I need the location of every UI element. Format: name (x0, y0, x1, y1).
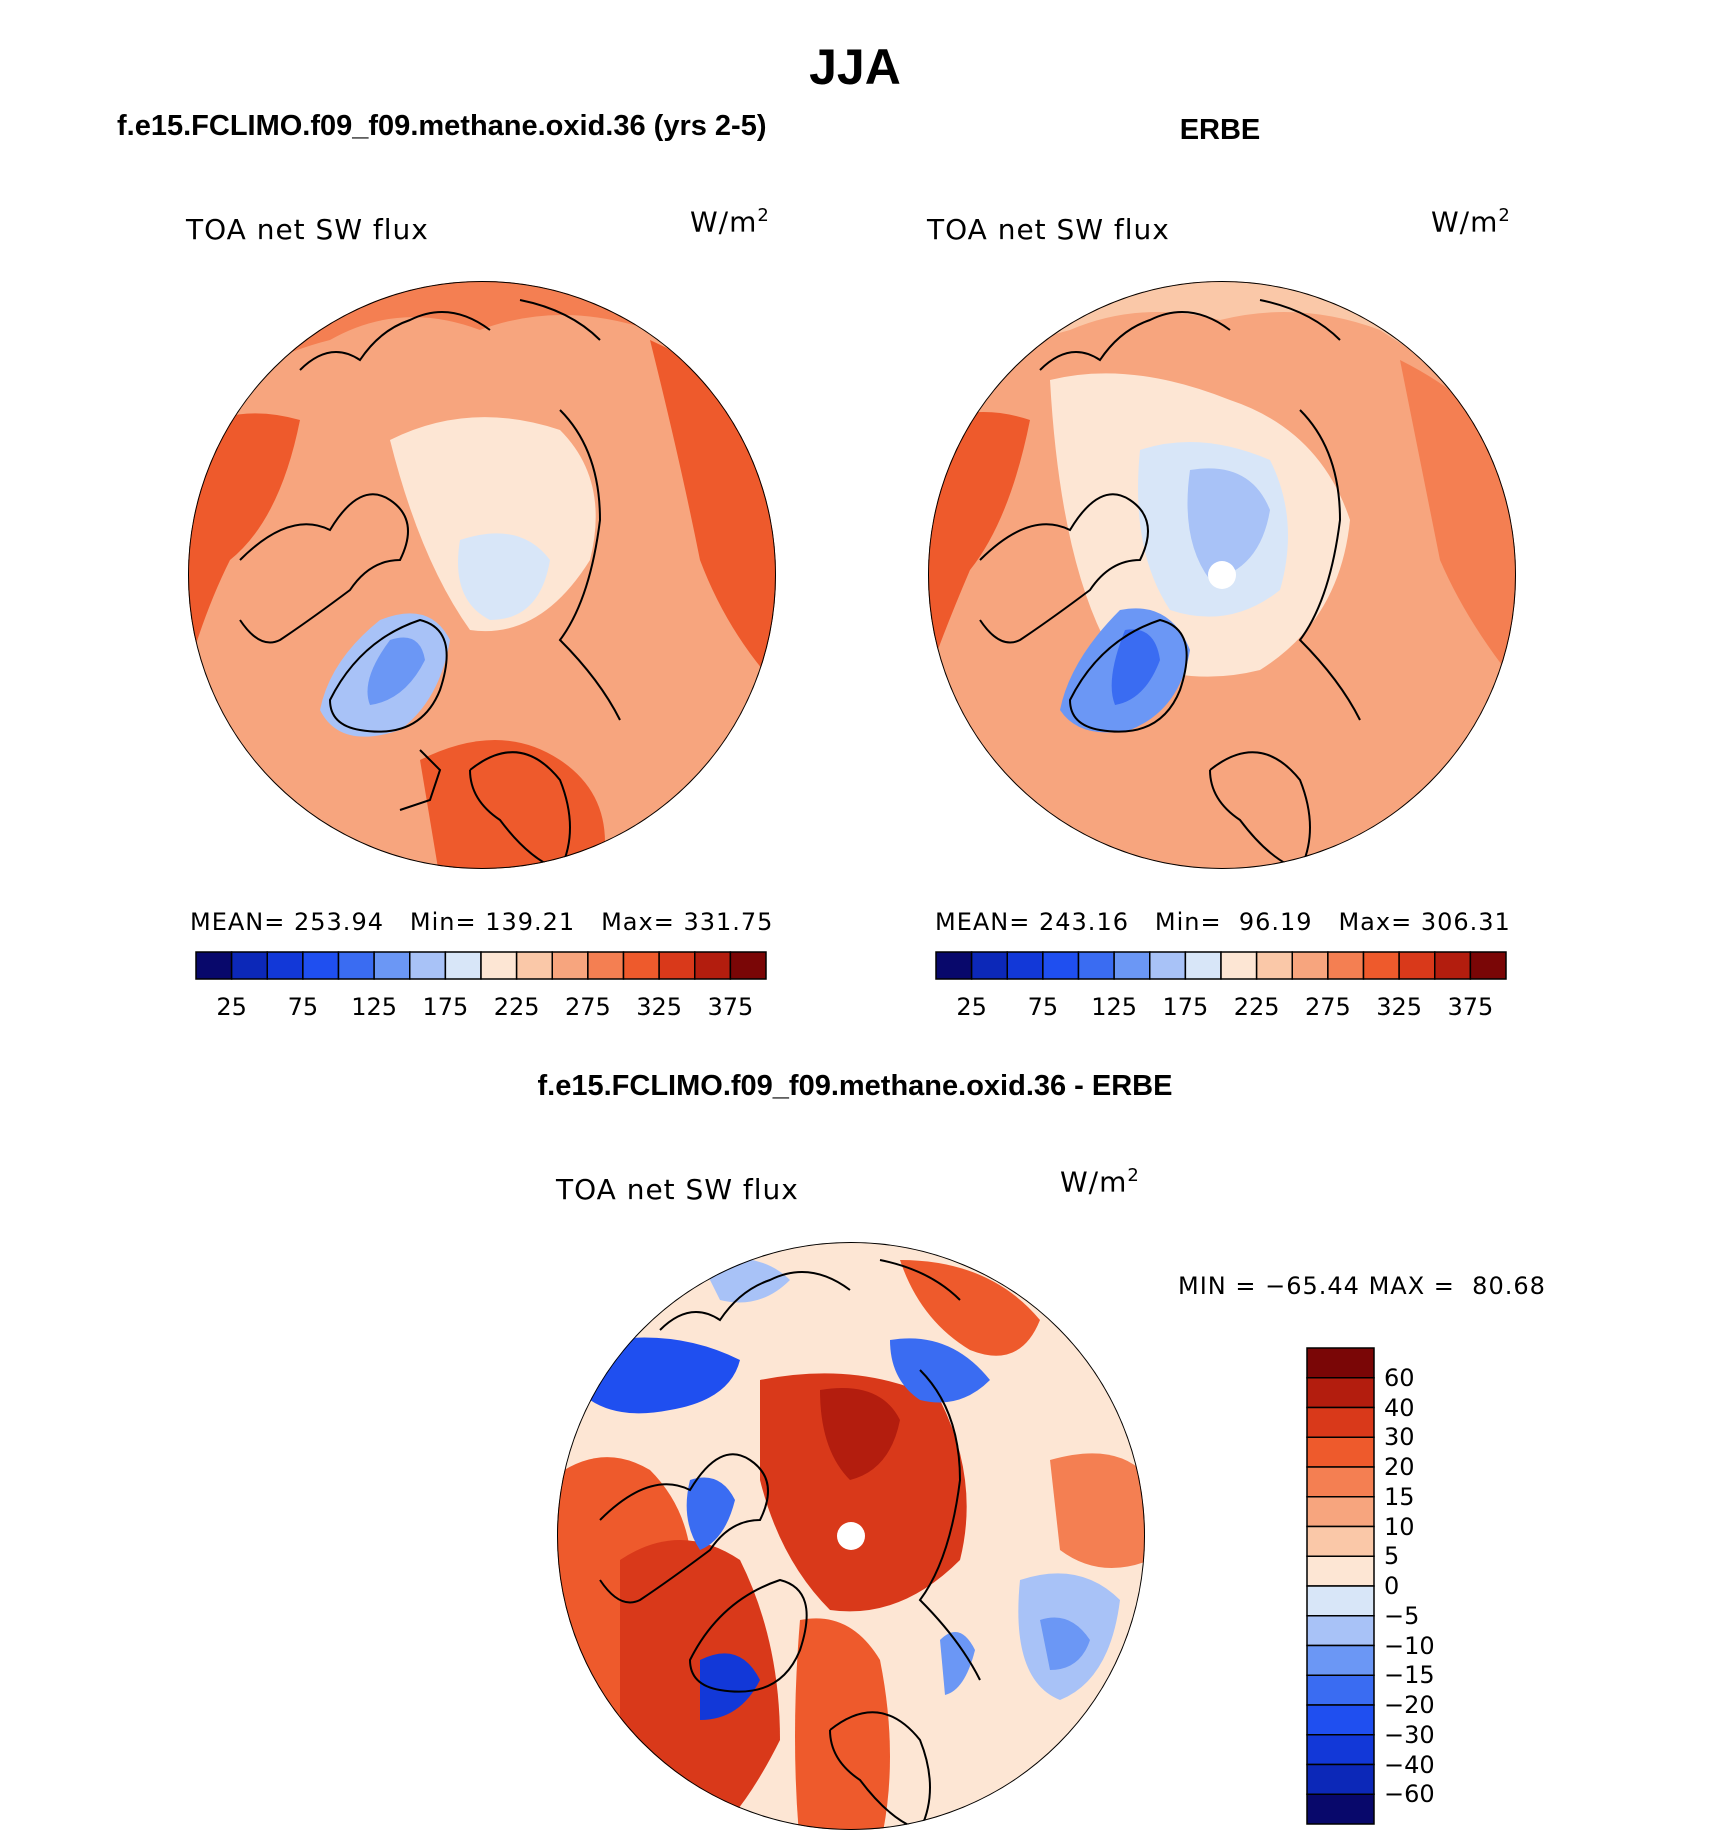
model-colorbar (195, 951, 767, 980)
diff-colorbar-swatch (1306, 1585, 1375, 1617)
diff-colorbar (1306, 1347, 1375, 1825)
model-colorbar-swatch (480, 951, 518, 980)
obs-colorbar-swatch (1291, 951, 1329, 980)
diff-colorbar-swatch (1306, 1466, 1375, 1498)
obs-colorbar-swatch (1077, 951, 1115, 980)
diff-colorbar-tick-label: 10 (1384, 1512, 1415, 1541)
diff-map (557, 1242, 1145, 1830)
diff-colorbar-tick-label: 60 (1384, 1363, 1415, 1392)
diff-colorbar-swatch (1306, 1704, 1375, 1736)
diff-colorbar-tick-label: 20 (1384, 1453, 1415, 1481)
obs-colorbar-swatch (935, 951, 973, 980)
diff-colorbar-tick-label: 40 (1384, 1393, 1415, 1422)
diff-colorbar-swatch (1306, 1734, 1375, 1766)
diff-colorbar-tick-label: −40 (1384, 1750, 1435, 1779)
obs-colorbar-swatch (1113, 951, 1151, 980)
model-units-label: W/m2 (690, 205, 770, 239)
diff-colorbar-tick-label: 30 (1384, 1423, 1415, 1452)
obs-colorbar-swatch (1042, 951, 1080, 980)
diff-colorbar-swatch (1306, 1377, 1375, 1409)
obs-colorbar-tick-label: 325 (1376, 993, 1423, 1021)
model-colorbar-tick-label: 175 (422, 993, 469, 1021)
model-colorbar-swatch (373, 951, 411, 980)
model-colorbar-swatch (266, 951, 304, 980)
model-colorbar-tick-label: 325 (636, 993, 683, 1021)
diff-panel-title: f.e15.FCLIMO.f09_f09.methane.oxid.36 - E… (537, 1070, 1173, 1102)
obs-colorbar-tick-label: 75 (1027, 993, 1059, 1021)
model-colorbar-swatch (302, 951, 340, 980)
obs-colorbar-swatch (1362, 951, 1400, 980)
model-variable-label: TOA net SW flux (186, 213, 429, 246)
diff-colorbar-swatch (1306, 1615, 1375, 1647)
model-colorbar-tick-label: 275 (564, 993, 611, 1021)
obs-panel-title: ERBE (1179, 114, 1261, 146)
model-panel-title: f.e15.FCLIMO.f09_f09.methane.oxid.36 (yr… (117, 110, 767, 142)
diff-colorbar-tick-label: −30 (1384, 1720, 1435, 1749)
diff-variable-label: TOA net SW flux (556, 1173, 799, 1206)
obs-colorbar-tick-label: 375 (1447, 993, 1494, 1021)
model-colorbar-swatch (337, 951, 375, 980)
diff-colorbar-swatch (1306, 1555, 1375, 1587)
obs-colorbar-tick-label: 125 (1091, 993, 1138, 1021)
diff-colorbar-swatch (1306, 1436, 1375, 1468)
model-colorbar-swatch (658, 951, 696, 980)
obs-colorbar-swatch (1434, 951, 1472, 980)
diff-colorbar-swatch (1306, 1674, 1375, 1706)
model-colorbar-swatch (622, 951, 660, 980)
model-colorbar-swatch (409, 951, 447, 980)
diff-colorbar-tick-label: 0 (1384, 1572, 1400, 1600)
obs-colorbar-swatch (1469, 951, 1507, 980)
diff-colorbar-tick-label: −15 (1384, 1661, 1435, 1690)
diff-colorbar-tick-label: 5 (1384, 1542, 1400, 1571)
diff-colorbar-tick-label: −5 (1384, 1601, 1420, 1630)
diff-colorbar-tick-label: −10 (1384, 1631, 1435, 1660)
diff-colorbar-swatch (1306, 1525, 1375, 1557)
diff-colorbar-swatch (1306, 1347, 1375, 1379)
model-colorbar-swatch (515, 951, 553, 980)
model-colorbar-swatch (444, 951, 482, 980)
obs-variable-label: TOA net SW flux (927, 213, 1170, 246)
model-colorbar-tick-label: 375 (707, 993, 754, 1021)
diff-colorbar-tick-label: −20 (1384, 1691, 1435, 1719)
obs-colorbar-swatch (1006, 951, 1044, 980)
diff-colorbar-tick-label: −60 (1384, 1780, 1435, 1809)
model-colorbar-swatch (551, 951, 589, 980)
obs-colorbar-swatch (1149, 951, 1187, 980)
model-colorbar-swatch (195, 951, 233, 980)
model-colorbar-swatch (230, 951, 268, 980)
obs-colorbar-tick-label: 175 (1162, 993, 1209, 1021)
model-colorbar-swatch (694, 951, 732, 980)
model-colorbar-tick-label: 75 (287, 993, 319, 1021)
obs-colorbar-tick-label: 275 (1304, 993, 1351, 1021)
diff-colorbar-swatch (1306, 1793, 1375, 1825)
obs-colorbar-swatch (1220, 951, 1258, 980)
model-map (188, 281, 776, 869)
obs-colorbar-tick-label: 25 (956, 993, 987, 1021)
obs-colorbar-swatch (1255, 951, 1293, 980)
model-colorbar-tick-label: 25 (216, 993, 247, 1021)
obs-stats: MEAN= 243.16 Min= 96.19 Max= 306.31 (935, 908, 1511, 936)
obs-map (928, 281, 1516, 869)
obs-colorbar (935, 951, 1507, 980)
model-colorbar-swatch (729, 951, 767, 980)
model-colorbar-tick-label: 225 (493, 993, 540, 1021)
diff-colorbar-swatch (1306, 1406, 1375, 1438)
diff-colorbar-tick-label: 15 (1384, 1482, 1415, 1511)
diff-colorbar-swatch (1306, 1496, 1375, 1528)
diff-colorbar-swatch (1306, 1763, 1375, 1795)
diff-units-label: W/m2 (1060, 1165, 1140, 1199)
obs-colorbar-swatch (1184, 951, 1222, 980)
obs-colorbar-swatch (970, 951, 1008, 980)
model-colorbar-tick-label: 125 (351, 993, 398, 1021)
obs-units-label: W/m2 (1431, 205, 1511, 239)
diff-colorbar-swatch (1306, 1644, 1375, 1676)
obs-colorbar-swatch (1327, 951, 1365, 980)
model-colorbar-swatch (587, 951, 625, 980)
obs-colorbar-tick-label: 225 (1233, 993, 1280, 1021)
obs-colorbar-swatch (1398, 951, 1436, 980)
model-stats: MEAN= 253.94 Min= 139.21 Max= 331.75 (190, 908, 774, 936)
season-title: JJA (809, 39, 901, 95)
diff-stats: MIN = −65.44 MAX = 80.68 (1178, 1272, 1546, 1300)
